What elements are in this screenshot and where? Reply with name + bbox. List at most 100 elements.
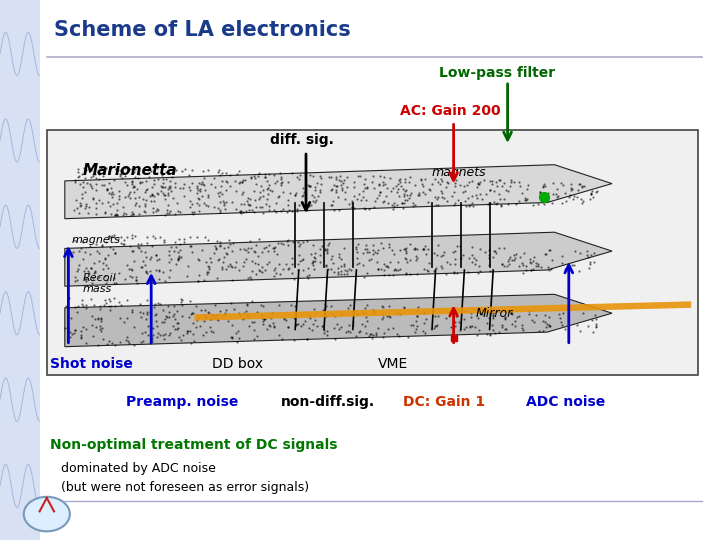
Point [214, 205, 225, 214]
Point [537, 197, 549, 206]
Point [361, 241, 372, 250]
Point [577, 308, 589, 317]
Point [200, 328, 212, 336]
Point [110, 210, 122, 218]
Point [127, 234, 138, 242]
Point [361, 247, 372, 256]
Point [276, 178, 287, 186]
Point [487, 180, 498, 188]
Point [206, 180, 217, 188]
Point [467, 243, 478, 252]
Point [320, 244, 331, 253]
Point [158, 236, 170, 245]
Point [436, 262, 447, 271]
Point [510, 249, 522, 258]
Point [545, 265, 557, 273]
Point [160, 174, 171, 183]
Point [503, 260, 515, 268]
Point [89, 268, 101, 276]
Point [87, 172, 99, 181]
Point [547, 179, 559, 187]
Point [340, 187, 351, 196]
Point [484, 266, 495, 275]
Point [351, 194, 363, 203]
Point [390, 181, 402, 190]
Point [332, 269, 343, 278]
Point [246, 275, 257, 284]
Point [544, 265, 555, 274]
Point [266, 308, 278, 317]
Point [330, 175, 342, 184]
Point [68, 329, 80, 338]
Point [400, 255, 412, 264]
Point [215, 307, 226, 316]
Point [81, 275, 92, 284]
Point [415, 176, 426, 185]
Point [571, 320, 582, 329]
Point [152, 190, 163, 198]
Point [374, 180, 385, 188]
Point [163, 183, 175, 191]
Point [438, 248, 450, 256]
Point [245, 244, 256, 252]
Point [113, 269, 125, 278]
Text: Marionetta: Marionetta [83, 163, 177, 178]
Point [135, 247, 146, 255]
Point [429, 174, 441, 183]
Point [151, 164, 163, 172]
Point [130, 276, 141, 285]
Point [271, 208, 282, 217]
Point [76, 244, 87, 252]
Point [254, 203, 266, 212]
Point [211, 315, 222, 323]
Text: DC: Gain 1: DC: Gain 1 [403, 395, 485, 409]
Point [418, 245, 429, 254]
Point [487, 321, 498, 329]
Point [359, 303, 371, 312]
Point [109, 211, 121, 219]
Point [310, 185, 321, 194]
Point [145, 338, 156, 347]
Point [457, 187, 469, 196]
Point [318, 326, 330, 335]
Point [264, 205, 275, 214]
Point [94, 322, 106, 330]
Point [399, 177, 410, 186]
Point [390, 265, 401, 273]
Point [267, 244, 279, 253]
Point [314, 186, 325, 194]
Point [84, 250, 96, 259]
Point [104, 296, 116, 305]
Point [258, 244, 269, 253]
Point [385, 187, 397, 195]
Text: ADC noise: ADC noise [526, 395, 605, 409]
Point [573, 267, 585, 275]
Point [499, 313, 510, 321]
Point [233, 179, 244, 187]
Point [81, 199, 92, 208]
Point [269, 264, 281, 272]
Point [490, 247, 501, 255]
Point [249, 259, 261, 267]
Point [556, 252, 567, 260]
Point [189, 336, 200, 345]
Point [133, 201, 145, 210]
Point [236, 190, 248, 199]
Point [378, 329, 390, 338]
Point [287, 260, 298, 268]
Point [127, 177, 138, 185]
Point [104, 232, 115, 241]
Point [95, 164, 107, 172]
Point [170, 325, 181, 334]
Point [328, 205, 340, 214]
Point [587, 192, 598, 201]
Point [230, 176, 241, 185]
Point [104, 243, 115, 252]
Point [237, 187, 248, 196]
Point [188, 308, 199, 317]
Point [308, 253, 320, 261]
Text: Recoil
mass: Recoil mass [83, 273, 117, 294]
Point [293, 200, 305, 209]
Point [75, 200, 86, 209]
Point [543, 246, 554, 254]
